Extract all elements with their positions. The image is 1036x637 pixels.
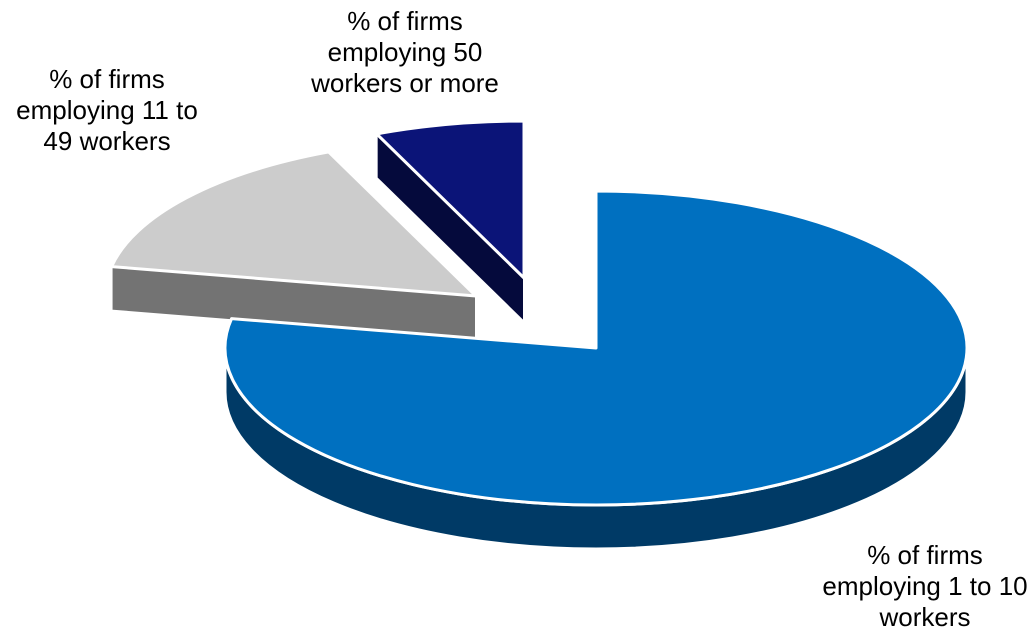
slice-label-of-firms-employing-11-to-49-workers: % of firms employing 11 to 49 workers [16,64,198,156]
slice-label-line: % of firms [347,6,463,36]
pie-slice-of-firms-employing-1-to-10-workers [223,189,969,507]
slice-label-line: workers or more [310,68,499,98]
pie-labels: % of firms employing 1 to 10 workers% of f… [16,6,1027,632]
slice-label-line: employing 11 to [16,95,198,125]
slice-label-line: 49 workers [43,126,170,156]
slice-label-of-firms-employing-50-workers-or-more: % of firms employing 50 workers or more [310,6,499,98]
pie-tops [110,119,969,507]
slice-label-line: % of firms [49,64,165,94]
pie-slice-of-firms-employing-11-to-49-workers [110,150,478,298]
slice-label-line: employing 50 [328,37,483,67]
slice-label-line: % of firms [867,540,983,570]
pie-slice-of-firms-employing-50-workers-or-more [375,119,526,280]
slice-label-line: employing 1 to 10 [822,571,1027,601]
slice-label-of-firms-employing-1-to-10-workers: % of firms employing 1 to 10 workers [822,540,1027,632]
slice-label-line: workers [878,602,970,632]
